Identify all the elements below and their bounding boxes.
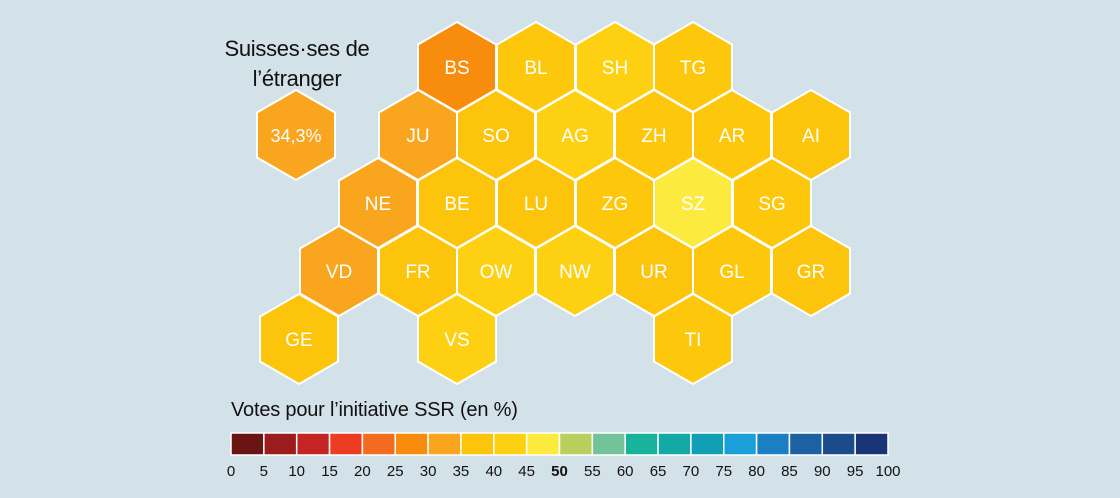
- canton-hex-ti: TI: [653, 292, 733, 386]
- legend-tick-label: 80: [748, 463, 765, 480]
- canton-hex-gr: GR: [771, 224, 851, 318]
- legend-swatch: [394, 432, 429, 456]
- canton-hex-ge-shape: [259, 292, 339, 386]
- canton-hex-gr-label: GR: [797, 262, 826, 283]
- canton-hex-nw: NW: [535, 224, 615, 318]
- canton-hex-ur-label: UR: [640, 262, 667, 283]
- legend-tick-label: 20: [354, 463, 371, 480]
- legend-swatch: [854, 432, 889, 456]
- canton-hex-sg: SG: [732, 156, 812, 250]
- legend-tick-label: 5: [260, 463, 268, 480]
- legend-swatch: [525, 432, 561, 456]
- canton-hex-sh-label: SH: [602, 58, 628, 79]
- legend-swatch: [821, 432, 856, 456]
- canton-hex-vs: VS: [417, 292, 497, 386]
- diaspora-label: Suisses·ses de l’étranger: [212, 34, 382, 94]
- legend-tick-label: 50: [551, 463, 568, 480]
- canton-hex-sh: SH: [575, 20, 655, 114]
- legend-scale: 0 5 10 15 20 25 30 35 40 45 50 55 60 65 70 75 80 85 90 95 10…: [227, 432, 901, 480]
- canton-hex-ti-shape: [653, 292, 733, 386]
- legend-tick-label: 60: [617, 463, 634, 480]
- canton-hex-vs-shape: [417, 292, 497, 386]
- canton-hex-sz-label: SZ: [681, 194, 706, 215]
- canton-hex-bl-label: BL: [524, 58, 547, 79]
- canton-hex-lu: LU: [496, 156, 576, 250]
- legend-tick-label: 75: [715, 463, 732, 480]
- legend-title: Votes pour l’initiative SSR (en %): [231, 399, 518, 421]
- canton-hex-be-label: BE: [444, 194, 469, 215]
- diaspora-label-line1: Suisses·ses de: [224, 36, 370, 61]
- canton-hex-nw-label: NW: [559, 262, 591, 283]
- legend-tick-label: 65: [650, 463, 667, 480]
- canton-hex-ai-label: AI: [802, 126, 820, 147]
- legend-tick-label: 45: [518, 463, 535, 480]
- legend-swatch: [657, 432, 692, 456]
- canton-hex-be: BE: [417, 156, 497, 250]
- canton-hex-ge: GE: [259, 292, 339, 386]
- canton-hex-bs: BS: [417, 20, 497, 114]
- legend-swatch: [690, 432, 725, 456]
- hex-layer: 34,3% BS BL SH TG JU SO AG ZH AR AI NE BE LU ZG SZ SG VD F…: [256, 20, 851, 386]
- canton-hex-lu-label: LU: [524, 194, 548, 215]
- canton-hex-ag-label: AG: [561, 126, 588, 147]
- canton-hex-ti-label: TI: [685, 330, 702, 351]
- legend-tick-label: 55: [584, 463, 601, 480]
- legend-tick-label: 95: [847, 463, 864, 480]
- canton-hex-ai: AI: [771, 88, 851, 182]
- canton-hex-ju-label: JU: [406, 126, 429, 147]
- canton-hex-gl-label: GL: [719, 262, 744, 283]
- legend-swatch: [230, 432, 265, 456]
- legend-swatch: [427, 432, 462, 456]
- legend-swatch: [788, 432, 824, 456]
- legend-swatch: [624, 432, 659, 456]
- legend-swatch: [361, 432, 396, 456]
- canton-hex-ge-label: GE: [285, 330, 312, 351]
- legend-swatch: [460, 432, 495, 456]
- legend-swatch: [755, 432, 791, 456]
- canton-hex-tg-label: TG: [680, 58, 706, 79]
- canton-hex-vs-label: VS: [444, 330, 469, 351]
- legend-tick-label: 35: [453, 463, 470, 480]
- legend-swatch: [328, 432, 364, 456]
- canton-hex-zh-label: ZH: [641, 126, 666, 147]
- diaspora-hex-shape: [256, 88, 336, 182]
- legend-swatch: [263, 432, 298, 456]
- legend-tick-label: 0: [227, 463, 235, 480]
- legend-tick-label: 85: [781, 463, 798, 480]
- diaspora-hex-label: 34,3%: [270, 126, 321, 146]
- legend-tick-label: 100: [875, 463, 900, 480]
- legend-swatch: [723, 432, 758, 456]
- legend-tick-label: 30: [420, 463, 437, 480]
- diaspora-hex: 34,3%: [256, 88, 336, 182]
- canton-hex-vd-label: VD: [326, 262, 352, 283]
- canton-hex-ju: JU: [378, 88, 458, 182]
- legend-tick-label: 70: [683, 463, 700, 480]
- diaspora-label-line2: l’étranger: [252, 66, 342, 91]
- canton-hex-sg-label: SG: [758, 194, 785, 215]
- canton-hex-ow-label: OW: [480, 262, 513, 283]
- canton-hex-bs-label: BS: [444, 58, 469, 79]
- legend-swatch: [558, 432, 594, 456]
- legend-swatch: [493, 432, 528, 456]
- canton-hex-ne-label: NE: [365, 194, 391, 215]
- legend-swatch: [591, 432, 626, 456]
- canton-hex-fr-label: FR: [405, 262, 430, 283]
- legend-swatch: [295, 432, 331, 456]
- canton-hex-so-label: SO: [482, 126, 509, 147]
- legend-tick-label: 25: [387, 463, 404, 480]
- legend-tick-label: 40: [485, 463, 502, 480]
- legend-tick-label: 10: [288, 463, 305, 480]
- canton-hex-ar-label: AR: [719, 126, 745, 147]
- canton-hex-gr-shape: [771, 224, 851, 318]
- legend-tick-label: 15: [321, 463, 338, 480]
- canton-hex-zg-label: ZG: [602, 194, 628, 215]
- legend-tick-label: 90: [814, 463, 831, 480]
- canton-hex-vd: VD: [299, 224, 379, 318]
- canton-hex-tg: TG: [653, 20, 733, 114]
